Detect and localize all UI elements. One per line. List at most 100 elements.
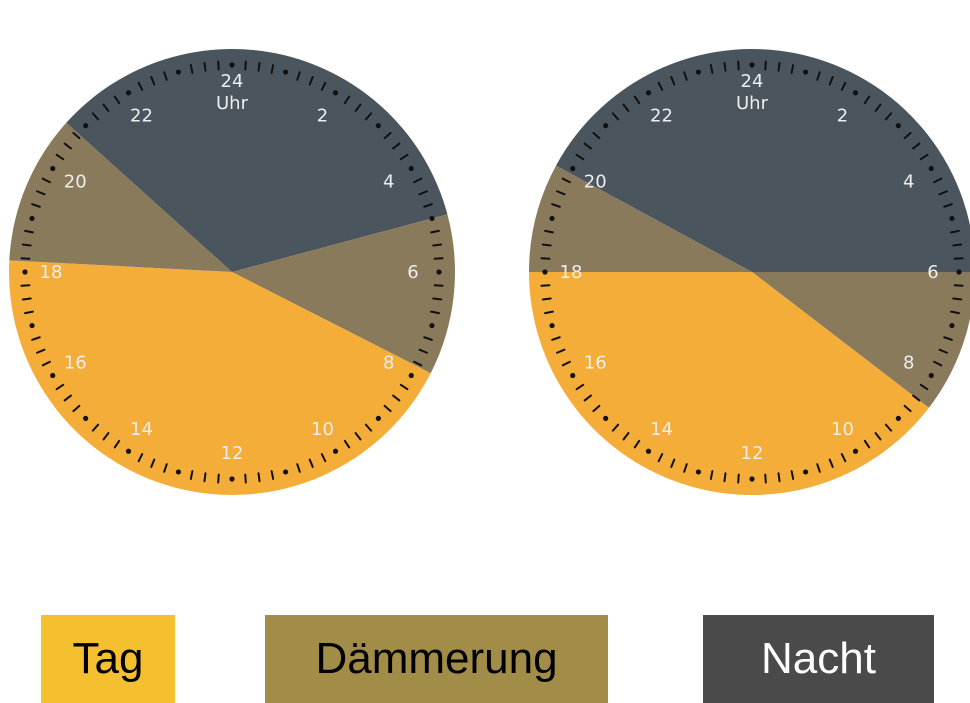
minor-tick [657,453,664,463]
minor-tick [137,453,144,463]
minor-tick [102,103,110,112]
minor-tick [423,336,433,341]
hour-label: 2 [317,105,328,126]
minor-tick [622,103,630,112]
legend-nacht: Nacht [703,615,934,703]
minor-tick [189,64,194,74]
minor-tick [544,229,554,234]
uhr-label: Uhr [736,93,769,114]
hour-label: 14 [130,419,153,440]
minor-tick [137,81,144,91]
hour-label: 10 [831,419,854,440]
minor-tick [938,190,948,196]
minor-tick [257,61,261,72]
minor-tick [551,336,561,341]
minor-tick [91,423,100,432]
minor-tick [622,432,630,441]
hour-label-24: 24 [221,71,244,92]
minor-tick [816,463,821,473]
legend-tag-label: Tag [72,634,144,683]
segment-nacht-0 [66,48,448,272]
minor-tick [943,203,953,208]
minor-tick [556,348,566,354]
minor-tick [952,243,963,247]
minor-tick [840,453,847,463]
minor-tick [912,394,921,402]
hour-dot [949,215,955,222]
minor-tick [257,472,261,483]
minor-tick [24,229,34,234]
minor-tick [575,383,585,391]
minor-tick [31,336,41,341]
hour-label: 20 [64,172,87,193]
hour-label: 22 [130,105,153,126]
hour-label: 4 [903,172,914,193]
hour-label: 16 [64,353,87,374]
hour-dot [956,269,962,275]
minor-tick [583,142,592,150]
minor-tick [737,473,740,484]
hour-dot [852,90,859,96]
minor-tick [296,71,301,81]
minor-tick [583,394,592,402]
hour-label: 16 [584,353,607,374]
minor-tick [575,153,585,161]
segment-nacht-0 [556,49,970,272]
minor-tick [953,284,964,287]
hour-dot [928,165,934,172]
segment-daemmerung-1 [752,272,970,408]
hour-dot [22,269,28,275]
hour-dot [570,165,576,172]
hour-label: 14 [650,419,673,440]
minor-tick [413,360,423,367]
hour-dot [175,69,182,75]
legend-daemmerung: Dämmerung [265,615,608,703]
minor-tick [790,470,795,480]
minor-tick [611,112,620,121]
minor-tick [399,153,409,161]
minor-tick [72,404,81,413]
minor-tick [938,348,948,354]
minor-tick [63,394,72,402]
minor-tick [777,472,781,483]
minor-tick [72,131,81,140]
minor-tick [392,142,401,150]
minor-tick [950,310,960,315]
segment-tag-2 [529,272,929,495]
hour-dot [408,372,414,379]
minor-tick [41,177,51,184]
hour-label: 6 [927,262,938,283]
hour-dot [83,415,89,421]
minor-tick [217,60,220,71]
hour-dot [645,90,652,96]
minor-tick [296,463,301,473]
hour-dot [50,372,56,379]
minor-tick [63,142,72,150]
hour-label: 20 [584,172,607,193]
minor-tick [683,71,688,81]
hour-dot [332,90,339,96]
minor-tick [903,131,912,140]
hour-label: 12 [741,443,764,464]
minor-tick [863,439,871,449]
hour-dot [749,62,755,68]
minor-tick [933,360,943,367]
segment-tag-2 [9,260,431,495]
minor-tick [556,190,566,196]
hour-dot [408,165,414,172]
hour-dot [50,165,56,172]
hour-dot [852,448,859,454]
minor-tick [102,432,110,441]
minor-tick [354,103,362,112]
minor-tick [430,229,440,234]
minor-tick [592,131,601,140]
minor-tick [950,229,960,234]
minor-tick [343,95,351,105]
hour-dot [695,69,702,75]
minor-tick [943,336,953,341]
minor-tick [150,458,156,468]
hour-label: 4 [383,172,394,193]
minor-tick [432,297,443,301]
minor-tick [433,284,444,287]
minor-tick [561,360,571,367]
